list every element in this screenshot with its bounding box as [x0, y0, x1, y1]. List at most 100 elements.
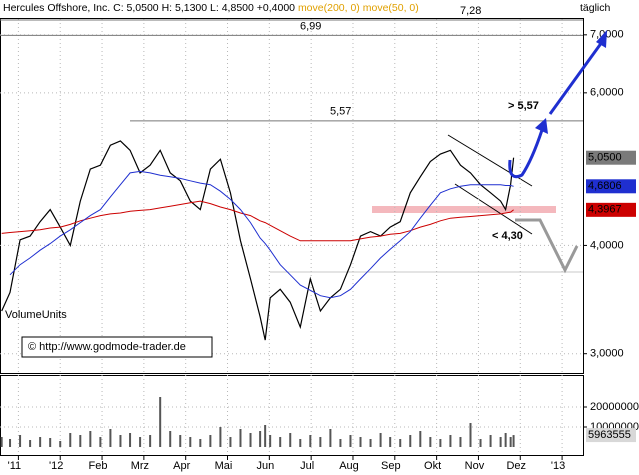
- volume-bar: [489, 435, 492, 447]
- volume-bar: [29, 440, 32, 447]
- volume-bar: [229, 437, 232, 447]
- copyright: © http://www.godmode-trader.de: [28, 341, 186, 353]
- arrow: [508, 129, 544, 179]
- volume-bar: [259, 431, 262, 447]
- volume-bar: [149, 435, 152, 447]
- volume-bar: [0, 437, 3, 447]
- x-tick-label: '12: [49, 460, 63, 472]
- volume-bar: [319, 437, 322, 447]
- volume-bar: [349, 435, 352, 447]
- volume-bar: [59, 441, 62, 447]
- volume-bar: [379, 433, 382, 447]
- price-tag-label: 4,6806: [588, 180, 622, 192]
- volume-bar: [129, 433, 132, 447]
- volume-bar: [449, 435, 452, 447]
- volume-bar: [409, 435, 412, 447]
- volume-bar: [512, 435, 515, 447]
- y-tick-label: 3,0000: [590, 348, 624, 360]
- level-label: 5,57: [330, 106, 351, 118]
- volume-bar: [209, 435, 212, 447]
- x-tick-label: '11: [8, 460, 22, 472]
- x-tick-label: Nov: [465, 460, 485, 472]
- moving-average: [1, 200, 514, 242]
- volume-bar: [329, 429, 332, 447]
- volume-bar: [419, 431, 422, 447]
- period: täglich: [580, 2, 611, 14]
- x-tick-label: Mrz: [131, 460, 149, 472]
- legend-entry: move(50, 0): [363, 2, 419, 14]
- volume-bar: [504, 433, 507, 447]
- volume-bar: [339, 439, 342, 447]
- legend-entry: move(200, 0): [298, 2, 360, 14]
- high: H: 5,1300: [162, 2, 208, 14]
- volume-bar: [49, 438, 52, 447]
- volume-bar: [359, 437, 362, 447]
- x-tick-label: Apr: [173, 460, 190, 472]
- price-frame: [0, 18, 584, 374]
- copyright-box: [21, 336, 213, 358]
- price-tag: [586, 428, 636, 443]
- volume-bar: [159, 397, 162, 447]
- volume-bar: [179, 435, 182, 447]
- level-label: 6,99: [300, 20, 321, 32]
- volume-bar: [199, 439, 202, 447]
- volume-frame: [0, 375, 584, 456]
- price-tag-label: 4,3967: [588, 204, 622, 216]
- x-tick-label: Feb: [89, 460, 108, 472]
- volume-bar: [509, 437, 512, 447]
- trend-line: [454, 183, 533, 235]
- price-tag: [586, 202, 636, 217]
- y-tick-label: 6,0000: [590, 87, 624, 99]
- support-zone: [372, 206, 556, 213]
- volume-bar: [239, 429, 242, 447]
- price-tag: [586, 179, 636, 194]
- y-tick-label: 4,0000: [590, 239, 624, 251]
- low: L: 4,8500: [210, 2, 254, 14]
- volume-bar: [9, 439, 12, 447]
- volume-bar: [119, 435, 122, 447]
- volume-bar: [289, 433, 292, 447]
- volume-bar: [499, 437, 502, 447]
- volume-bar: [399, 439, 402, 447]
- x-tick-label: Aug: [339, 460, 359, 472]
- volume-bar: [139, 437, 142, 447]
- volume-bar: [79, 435, 82, 447]
- volume-bar: [109, 429, 112, 447]
- x-tick-label: '13: [551, 460, 565, 472]
- volume-bar: [219, 427, 222, 447]
- x-tick-label: Jul: [300, 460, 314, 472]
- volume-bar: [249, 433, 252, 447]
- panel-title: VolumeUnits: [5, 309, 67, 321]
- header: Hercules Offshore, Inc. C: 5,0500 H: 5,1…: [3, 2, 419, 14]
- volume-bar: [309, 435, 312, 447]
- price-line: [1, 140, 515, 341]
- x-tick-label: Dez: [506, 460, 526, 472]
- arrowhead: [535, 118, 548, 134]
- volume-bar: [99, 437, 102, 447]
- arrowhead: [596, 30, 607, 48]
- volume-bar: [429, 437, 432, 447]
- x-tick-label: Mai: [215, 460, 233, 472]
- y-tick-label: 7,0000: [590, 29, 624, 41]
- volume-bar: [469, 423, 472, 447]
- volume-bar: [389, 437, 392, 447]
- price-tag-label: 5963555: [588, 429, 631, 441]
- volume-bar: [279, 437, 282, 447]
- arrow: [515, 218, 579, 274]
- close: C: 5,0500: [113, 2, 159, 14]
- x-tick-label: Okt: [424, 460, 441, 472]
- price-tag: [586, 150, 636, 165]
- volume-bar: [69, 433, 72, 447]
- x-tick-label: Sep: [381, 460, 401, 472]
- volume-bar: [169, 431, 172, 447]
- volume-bar: [479, 439, 482, 447]
- volume-bar: [19, 435, 22, 447]
- moving-average: [9, 170, 514, 299]
- y-tick-label: 20000000: [590, 401, 639, 413]
- volume-bar: [459, 437, 462, 447]
- volume-bar: [89, 431, 92, 447]
- title: Hercules Offshore, Inc.: [3, 2, 110, 14]
- volume-bar: [369, 439, 372, 447]
- volume-bar: [39, 437, 42, 447]
